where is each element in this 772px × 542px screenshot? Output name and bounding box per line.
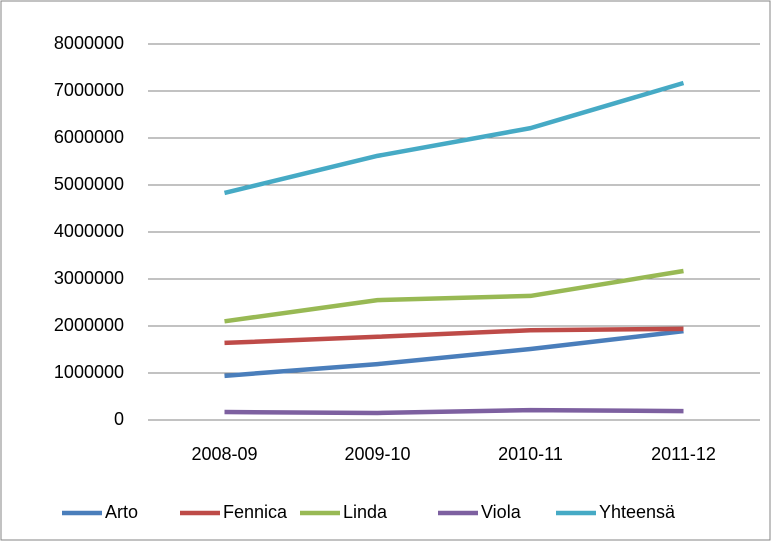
y-tick-label: 7000000 — [54, 80, 124, 100]
x-tick-label: 2011-12 — [651, 444, 716, 464]
y-tick-label: 6000000 — [54, 127, 124, 147]
y-tick-label: 4000000 — [54, 221, 124, 241]
series-line — [224, 268, 684, 324]
y-tick-label: 8000000 — [54, 33, 124, 53]
y-tick-label: 2000000 — [54, 315, 124, 335]
legend-label: Linda — [343, 502, 388, 522]
y-tick-label: 3000000 — [54, 268, 124, 288]
y-tick-label: 5000000 — [54, 174, 124, 194]
series-line — [224, 407, 684, 416]
series-line — [223, 80, 685, 196]
y-tick-label: 1000000 — [54, 362, 124, 382]
legend-label: Arto — [105, 502, 138, 522]
x-tick-label: 2009-10 — [344, 444, 410, 464]
x-tick-label: 2008-09 — [191, 444, 257, 464]
series-line — [224, 328, 684, 379]
series-line — [224, 326, 684, 346]
x-tick-label: 2010-11 — [498, 444, 563, 464]
legend-label: Fennica — [223, 502, 288, 522]
legend-label: Viola — [481, 502, 522, 522]
y-tick-label: 0 — [114, 409, 124, 429]
legend-label: Yhteensä — [599, 502, 676, 522]
